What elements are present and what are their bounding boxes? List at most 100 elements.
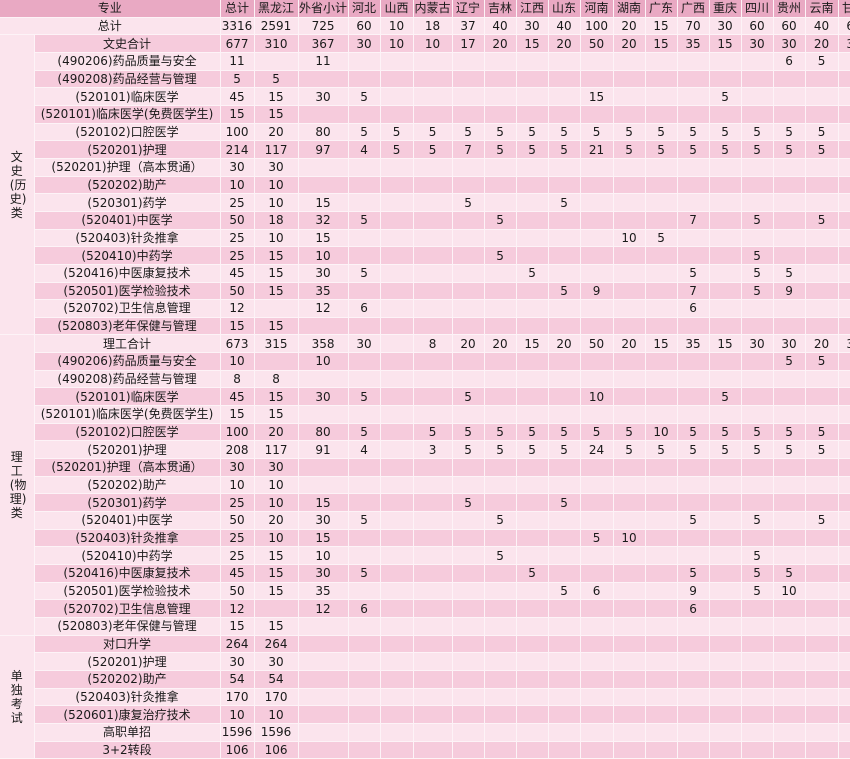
value-cell — [380, 70, 414, 89]
major-name-cell: (520202)助产 — [34, 176, 221, 195]
value-cell — [298, 705, 349, 724]
value-cell — [348, 246, 381, 265]
value-cell — [580, 352, 614, 371]
value-cell: 30 — [298, 264, 349, 283]
header-cell: 吉林 — [484, 0, 517, 18]
value-cell: 25 — [220, 529, 255, 548]
value-cell: 20 — [254, 123, 299, 142]
value-cell: 30 — [348, 34, 381, 53]
value-cell — [413, 564, 453, 583]
value-cell — [580, 670, 614, 689]
value-cell — [484, 352, 517, 371]
value-cell — [773, 723, 806, 742]
value-cell: 24 — [580, 440, 614, 460]
value-cell — [516, 493, 549, 513]
value-cell — [452, 511, 485, 530]
value-cell: 30 — [220, 652, 255, 671]
value-cell — [613, 741, 646, 759]
value-cell: 5 — [484, 246, 517, 265]
value-cell — [413, 282, 453, 301]
value-cell — [413, 105, 453, 124]
value-cell — [380, 723, 414, 742]
value-cell — [773, 370, 806, 389]
value-cell — [380, 582, 414, 601]
value-cell: 11 — [220, 52, 255, 71]
value-cell: 15 — [254, 617, 299, 636]
value-cell — [413, 176, 453, 195]
value-cell — [645, 529, 678, 548]
table-row: (520403)针灸推拿 25 10 15 5 10 — [0, 529, 850, 548]
value-cell — [548, 387, 581, 407]
value-cell: 5 — [709, 387, 742, 407]
value-cell — [645, 52, 678, 71]
table-row: (520101)临床医学45153051555 — [0, 87, 850, 106]
group-label-text: 文史(历史)类 — [9, 149, 27, 220]
value-cell: 264 — [254, 635, 299, 654]
value-cell — [380, 299, 414, 318]
value-cell — [805, 741, 839, 759]
value-cell — [805, 652, 839, 671]
value-cell — [613, 705, 646, 724]
value-cell — [548, 741, 581, 759]
value-cell — [413, 476, 453, 495]
value-cell: 10 — [380, 34, 414, 53]
value-cell — [677, 493, 710, 513]
value-cell — [838, 52, 850, 71]
value-cell: 5 — [613, 123, 646, 142]
value-cell: 214 — [220, 140, 255, 159]
value-cell — [348, 617, 381, 636]
group-label-text: 理工(物理)类 — [9, 450, 27, 521]
value-cell — [413, 617, 453, 636]
value-cell — [773, 546, 806, 565]
table-row: (520101)临床医学(免费医学生) 15 15 — [0, 105, 850, 124]
value-cell — [380, 105, 414, 124]
value-cell — [773, 246, 806, 265]
table-row: (490206)药品质量与安全 11 11 6 5 — [0, 52, 850, 71]
value-cell — [709, 70, 742, 89]
value-cell — [452, 105, 485, 124]
value-cell — [580, 511, 614, 530]
value-cell: 30 — [298, 564, 349, 583]
value-cell: 80 — [298, 423, 349, 442]
value-cell — [741, 688, 774, 707]
value-cell — [677, 670, 710, 689]
value-cell: 264 — [220, 635, 255, 654]
value-cell: 30 — [220, 458, 255, 477]
value-cell — [645, 87, 678, 106]
value-cell — [413, 582, 453, 601]
value-cell: 5 — [645, 440, 678, 460]
total-value-cell: 2591 — [254, 17, 299, 36]
value-cell — [580, 617, 614, 636]
value-cell — [838, 529, 850, 548]
value-cell — [348, 546, 381, 565]
value-cell — [613, 70, 646, 89]
value-cell: 15 — [709, 34, 742, 53]
table-row: (520410)中药学 25 15 10 5 5 — [0, 546, 850, 565]
value-cell: 5 — [254, 70, 299, 89]
value-cell — [805, 387, 839, 407]
header-cell: 湖南 — [613, 0, 646, 18]
value-cell: 20 — [805, 334, 839, 354]
value-cell — [709, 458, 742, 477]
value-cell: 5 — [484, 123, 517, 142]
value-cell — [613, 158, 646, 177]
value-cell: 15 — [645, 334, 678, 354]
value-cell — [838, 317, 850, 336]
value-cell: 45 — [220, 564, 255, 583]
value-cell — [484, 688, 517, 707]
value-cell — [805, 670, 839, 689]
value-cell — [838, 705, 850, 724]
value-cell: 50 — [220, 582, 255, 601]
major-name-cell: (520416)中医康复技术 — [34, 564, 221, 583]
value-cell: 106 — [220, 741, 255, 759]
value-cell: 5 — [838, 423, 850, 442]
value-cell — [413, 70, 453, 89]
value-cell — [741, 493, 774, 513]
value-cell: 17 — [452, 34, 485, 53]
value-cell: 10 — [220, 476, 255, 495]
value-cell — [484, 405, 517, 424]
value-cell — [413, 511, 453, 530]
value-cell — [452, 246, 485, 265]
value-cell: 5 — [741, 546, 774, 565]
value-cell: 5 — [413, 423, 453, 442]
